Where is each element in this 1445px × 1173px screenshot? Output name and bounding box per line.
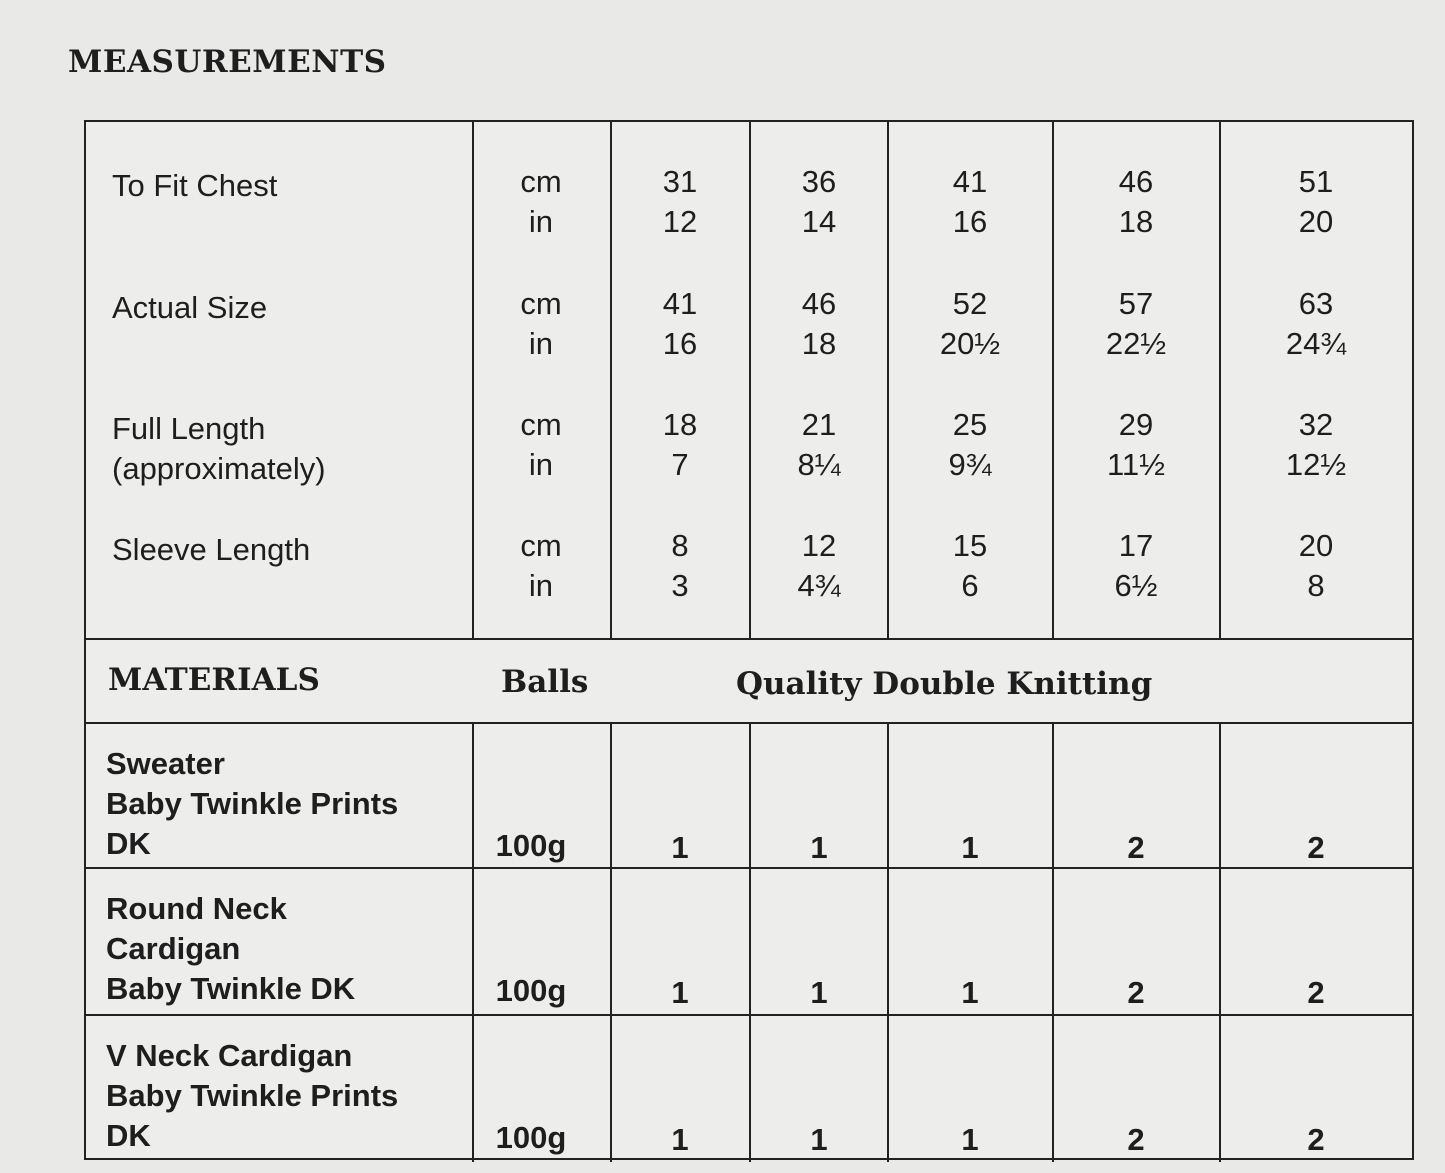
column-divider [749, 122, 751, 638]
measurement-label: Actual Size [112, 290, 268, 325]
row-divider [86, 1014, 1412, 1016]
balls-value: 1 [961, 1122, 979, 1157]
balls-value: 1 [961, 975, 979, 1010]
column-divider [887, 722, 889, 1162]
measurement-label: Sleeve Length [112, 532, 311, 567]
balls-value: 2 [1127, 975, 1145, 1010]
measurement-value: 36 14 [801, 164, 837, 239]
measurement-value: 52 20½ [939, 286, 1001, 361]
balls-value: 1 [671, 830, 689, 865]
measurement-value: 29 11½ [1106, 407, 1166, 482]
column-divider [472, 722, 474, 1162]
measurement-value: 46 18 [1118, 164, 1154, 239]
measurement-value: 57 22½ [1105, 286, 1167, 361]
measurement-value: 18 7 [662, 407, 698, 482]
column-divider [1052, 722, 1054, 1162]
column-divider [1219, 722, 1221, 1162]
balls-value: 2 [1307, 1122, 1325, 1157]
column-divider [610, 122, 612, 638]
balls-value: 1 [810, 975, 828, 1010]
measurement-value: 20 8 [1298, 528, 1334, 603]
balls-value: 2 [1307, 975, 1325, 1010]
column-divider [1052, 122, 1054, 638]
balls-value: 2 [1127, 830, 1145, 865]
unit-label: cm in [520, 164, 562, 239]
measurement-value: 31 12 [662, 164, 698, 239]
material-weight: 100g [495, 973, 567, 1008]
balls-value: 1 [810, 830, 828, 865]
measurement-value: 21 8¼ [797, 407, 841, 482]
material-label: Round Neck Cardigan Baby Twinkle DK [106, 891, 356, 1006]
measurement-value: 51 20 [1298, 164, 1334, 239]
measurements-table: To Fit Chest cm in 31 12 36 14 41 16 46 18 51 … [84, 120, 1414, 1162]
quality-heading: Quality Double Knitting [736, 666, 1153, 702]
measurement-value: 17 6½ [1114, 528, 1158, 603]
measurement-value: 41 16 [952, 164, 988, 239]
measurement-value: 63 24¾ [1285, 286, 1347, 361]
balls-value: 1 [961, 830, 979, 865]
materials-heading: MATERIALS [108, 662, 320, 698]
measurement-value: 46 18 [801, 286, 837, 361]
measurement-value: 25 9¾ [948, 407, 992, 482]
balls-value: 1 [671, 1122, 689, 1157]
measurement-value: 15 6 [952, 528, 988, 603]
measurement-value: 12 4¾ [797, 528, 841, 603]
material-weight: 100g [495, 1120, 567, 1155]
column-divider [1219, 122, 1221, 638]
row-divider [86, 638, 1412, 640]
row-divider [86, 722, 1412, 724]
column-divider [472, 122, 474, 638]
balls-value: 1 [671, 975, 689, 1010]
unit-label: cm in [520, 407, 562, 482]
material-weight: 100g [495, 828, 567, 863]
column-divider [887, 122, 889, 638]
column-divider [749, 722, 751, 1162]
page-title: MEASUREMENTS [68, 44, 387, 80]
measurement-value: 41 16 [662, 286, 698, 361]
column-divider [610, 722, 612, 1162]
measurement-label: To Fit Chest [112, 168, 278, 203]
unit-label: cm in [520, 528, 562, 603]
balls-value: 2 [1307, 830, 1325, 865]
material-label: V Neck Cardigan Baby Twinkle Prints DK [106, 1038, 399, 1153]
balls-heading: Balls [501, 664, 589, 700]
balls-value: 1 [810, 1122, 828, 1157]
unit-label: cm in [520, 286, 562, 361]
measurement-value: 8 3 [671, 528, 689, 603]
measurement-value: 32 12½ [1285, 407, 1347, 482]
balls-value: 2 [1127, 1122, 1145, 1157]
row-divider [86, 867, 1412, 869]
material-label: Sweater Baby Twinkle Prints DK [106, 746, 399, 861]
measurement-label: Full Length (approximately) [112, 411, 326, 486]
